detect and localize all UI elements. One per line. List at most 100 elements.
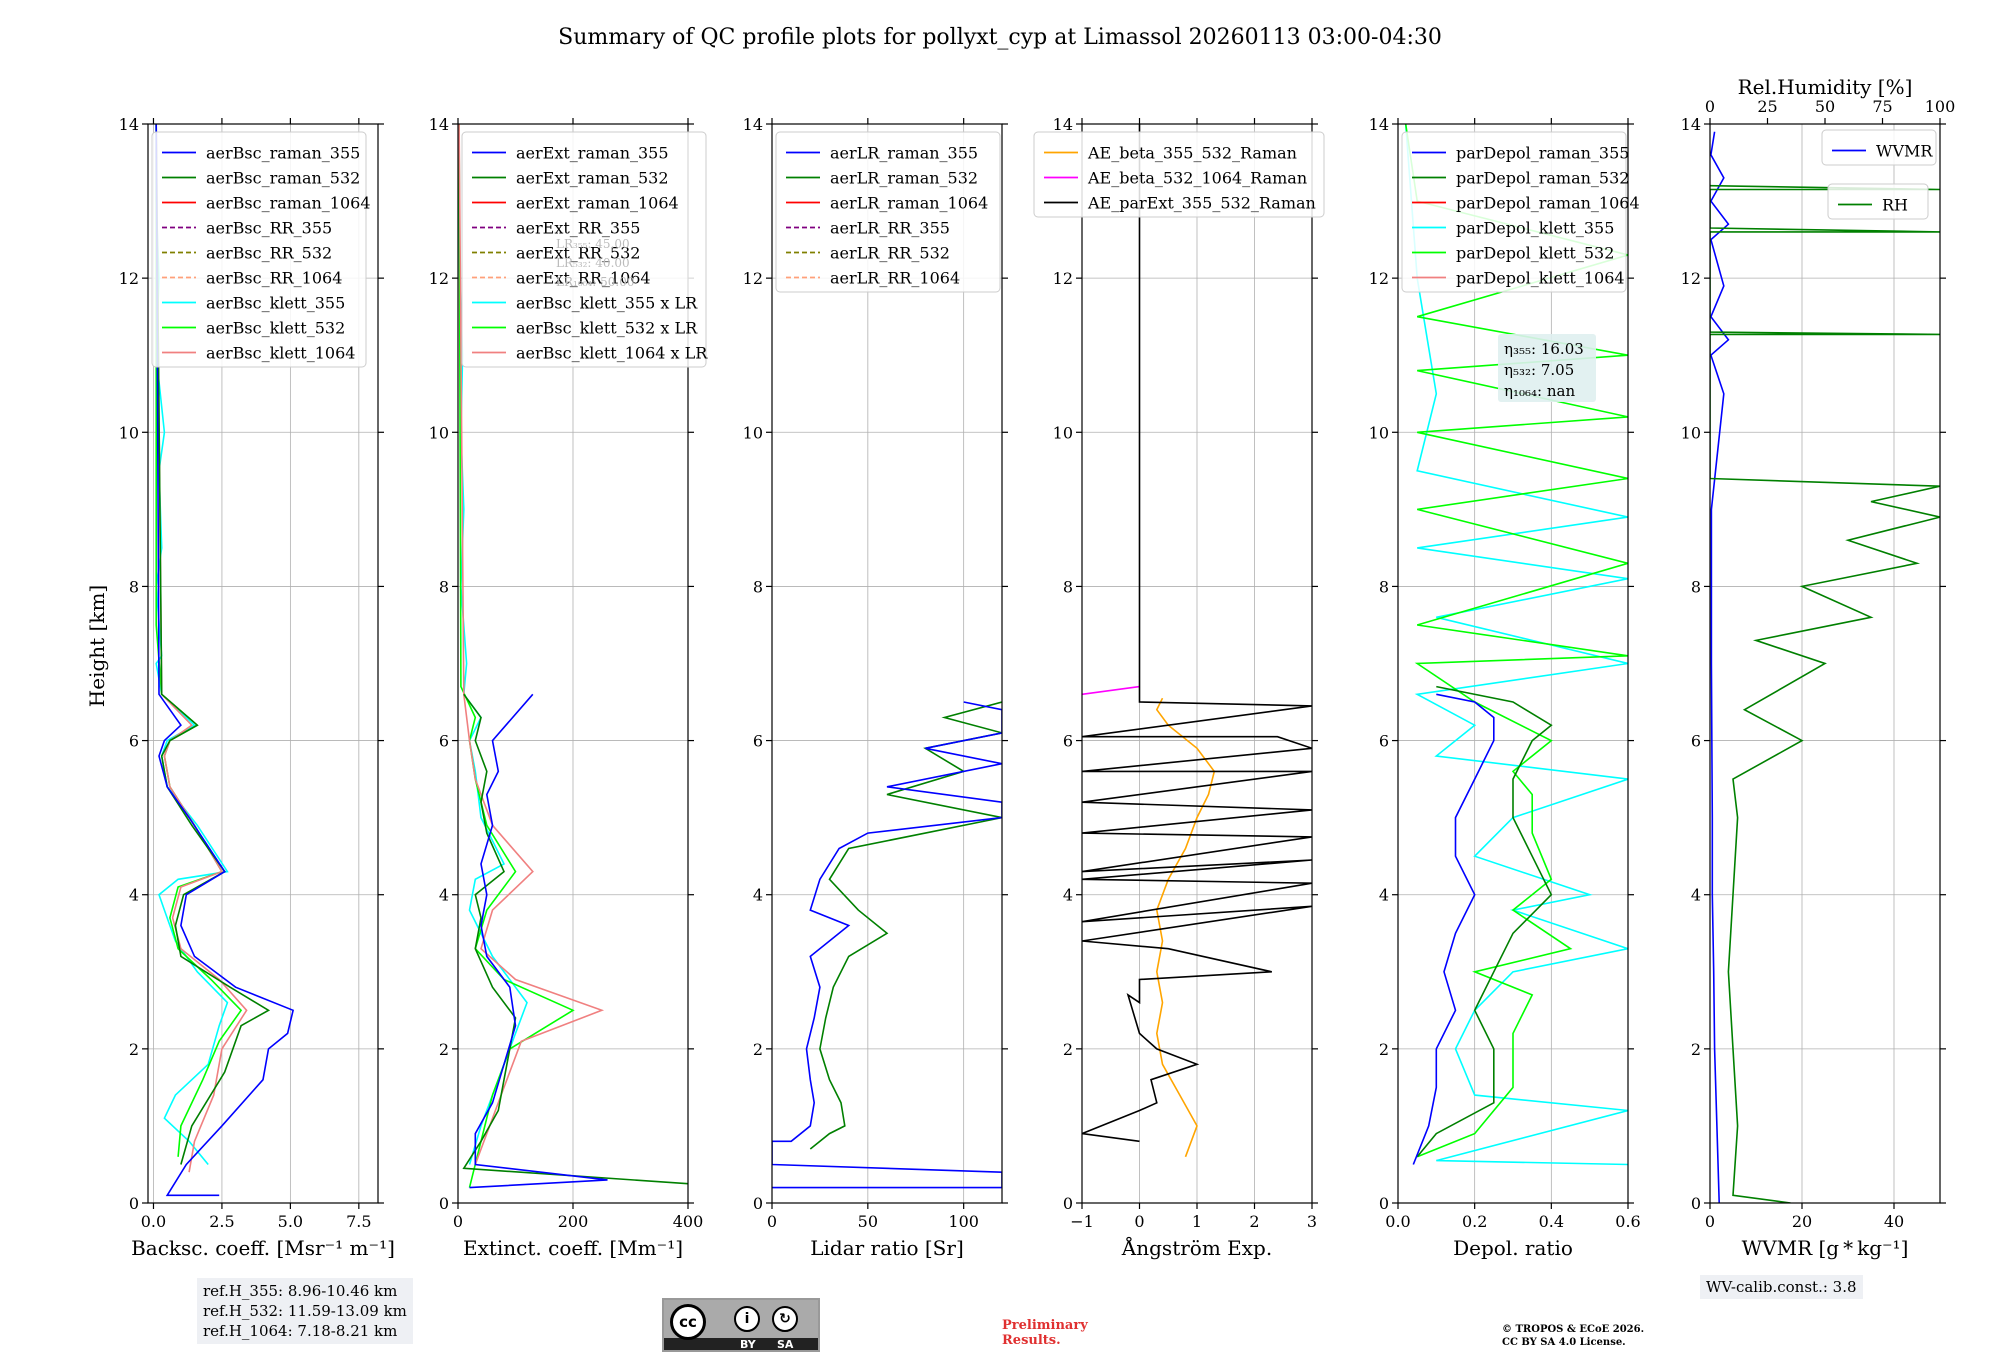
y-tick-label: 0 <box>1063 1194 1073 1213</box>
top-tick-label: 50 <box>1815 97 1835 116</box>
legend-box <box>1827 183 1929 220</box>
lr-note: LR₃₅₅: 45.00 <box>556 237 630 251</box>
x-axis-label: WVMR [g * kg⁻¹] <box>1742 1236 1909 1260</box>
legend-label: parDepol_klett_355 <box>1456 219 1614 238</box>
y-tick-label: 12 <box>429 269 449 288</box>
legend-label: aerExt_RR_1064 <box>516 269 651 288</box>
y-tick-label: 6 <box>1691 732 1701 751</box>
x-tick-label: 0 <box>1705 1212 1715 1231</box>
legend-label: AE_beta_532_1064_Raman <box>1087 169 1307 188</box>
legend-label: AE_parExt_355_532_Raman <box>1087 194 1316 213</box>
legend-label: aerLR_raman_532 <box>830 169 978 188</box>
legend-box <box>1401 131 1627 293</box>
preliminary-results-note: Preliminary Results. <box>1002 1318 1088 1348</box>
legend: RH <box>1827 183 1929 220</box>
eta-label: η₅₃₂: 7.05 <box>1504 361 1574 379</box>
x-tick-label: 0.6 <box>1615 1212 1640 1231</box>
x-axis-label: Depol. ratio <box>1453 1236 1573 1260</box>
series-aerBsc_raman_532 <box>155 124 271 1165</box>
legend-label: parDepol_klett_532 <box>1456 244 1614 263</box>
legend-label: parDepol_raman_532 <box>1456 169 1629 188</box>
x-tick-label: 0.4 <box>1539 1212 1564 1231</box>
legend-label: aerLR_RR_532 <box>830 244 950 263</box>
x-tick-label: 0.0 <box>141 1212 166 1231</box>
top-tick-label: 100 <box>1925 97 1956 116</box>
preliminary-line-2: Results. <box>1002 1333 1061 1348</box>
legend-label: aerBsc_klett_355 <box>206 294 345 313</box>
y-tick-label: 0 <box>129 1194 139 1213</box>
y-tick-label: 10 <box>1681 423 1701 442</box>
axes-frame <box>1397 123 1629 1204</box>
series-aerBsc_klett_1064 <box>155 124 248 1173</box>
x-tick-label: 5.0 <box>278 1212 303 1231</box>
series-WVMR <box>1710 131 1730 1203</box>
panel-ext: 0 2 4 6 8 10 12 14 0 200 400 Extinct. coeff. [Mm⁻¹]… <box>429 115 709 1260</box>
legend-label: aerBsc_RR_1064 <box>206 269 342 288</box>
y-tick-label: 6 <box>753 732 763 751</box>
legend-label: aerExt_raman_532 <box>516 169 669 188</box>
legend-label: aerBsc_klett_1064 x LR <box>516 344 708 363</box>
copyright-line-1: © TROPOS & ECoE 2026. <box>1502 1324 1645 1335</box>
eta-box <box>1498 334 1596 402</box>
legend-box <box>1821 129 1937 166</box>
legend-label: aerBsc_raman_355 <box>206 144 360 163</box>
y-tick-label: 2 <box>1063 1040 1073 1059</box>
series-group <box>458 124 688 1189</box>
y-tick-label: 8 <box>1379 577 1389 596</box>
x-axis-label: Ångström Exp. <box>1121 1235 1272 1260</box>
series-aerBsc_klett_1064 x LR <box>458 124 605 1165</box>
y-tick-label: 8 <box>1691 577 1701 596</box>
legend-label: aerBsc_klett_1064 <box>206 344 355 363</box>
y-tick-label: 0 <box>1691 1194 1701 1213</box>
y-tick-label: 4 <box>753 886 763 905</box>
cc-icon: cc <box>670 1304 706 1340</box>
x-axis-label: Extinct. coeff. [Mm⁻¹] <box>463 1236 683 1260</box>
legend: AE_beta_355_532_Raman AE_beta_532_1064_Ra… <box>1033 131 1325 218</box>
copyright-line-2: CC BY SA 4.0 License. <box>1502 1337 1626 1348</box>
sa-label: SA <box>777 1338 794 1351</box>
series-RH <box>1710 184 1940 1203</box>
legend: aerExt_raman_355 aerExt_raman_532 aerExt_r… <box>461 131 708 368</box>
wv-calibration-box: WV-calib.const.: 3.8 <box>1700 1275 1863 1299</box>
y-tick-label: 10 <box>429 423 449 442</box>
y-tick-label: 12 <box>1369 269 1389 288</box>
x-tick-label: 0 <box>1134 1212 1144 1231</box>
by-label: BY <box>740 1338 756 1351</box>
x-tick-label: 200 <box>558 1212 589 1231</box>
preliminary-line-1: Preliminary <box>1002 1318 1088 1333</box>
top-tick-label: 0 <box>1705 97 1715 116</box>
y-tick-label: 6 <box>129 732 139 751</box>
y-tick-label: 0 <box>439 1194 449 1213</box>
legend-label: parDepol_klett_1064 <box>1456 269 1625 288</box>
legend-label: WVMR <box>1876 142 1933 161</box>
series-aerBsc_raman_355 <box>155 124 295 1197</box>
y-tick-label: 8 <box>753 577 763 596</box>
y-tick-label: 4 <box>129 886 139 905</box>
y-tick-label: 14 <box>743 115 763 134</box>
legend-label: parDepol_raman_355 <box>1456 144 1629 163</box>
legend: WVMR <box>1821 129 1937 166</box>
top-tick-label: 75 <box>1872 97 1892 116</box>
y-tick-label: 6 <box>439 732 449 751</box>
legend-label: RH <box>1882 196 1908 215</box>
y-tick-label: 4 <box>439 886 449 905</box>
legend-label: aerExt_raman_355 <box>516 144 669 163</box>
y-tick-label: 6 <box>1379 732 1389 751</box>
legend-label: aerBsc_RR_355 <box>206 219 332 238</box>
legend-box <box>1033 131 1325 218</box>
x-tick-label: 0 <box>767 1212 777 1231</box>
x-axis-label: Lidar ratio [Sr] <box>810 1236 964 1260</box>
lr-note: LR₁₀₆₄: 50.00 <box>556 275 634 289</box>
legend-label: aerBsc_raman_532 <box>206 169 360 188</box>
legend-label: aerExt_raman_1064 <box>516 194 679 213</box>
legend-label: aerExt_RR_355 <box>516 219 640 238</box>
x-tick-label: 0.2 <box>1462 1212 1487 1231</box>
x-tick-label: 1 <box>1192 1212 1202 1231</box>
y-tick-label: 4 <box>1691 886 1701 905</box>
top-tick-label: 25 <box>1757 97 1777 116</box>
legend-box <box>151 131 367 368</box>
